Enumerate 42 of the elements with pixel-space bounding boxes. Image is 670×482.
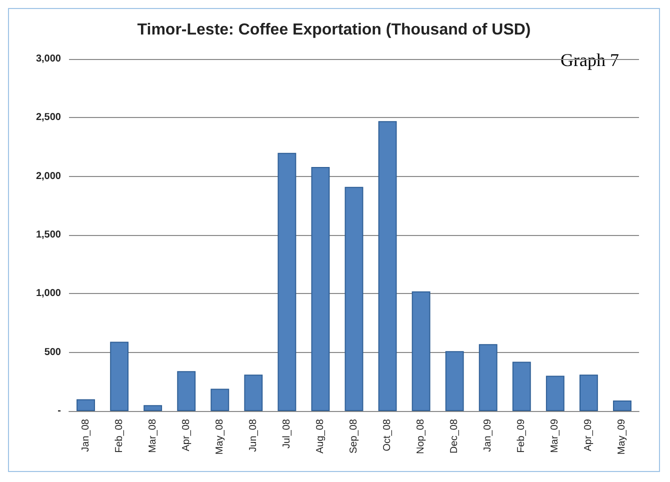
x-tick-label: Dec_08 (449, 418, 460, 454)
bar (244, 374, 263, 411)
bar (579, 374, 598, 411)
bar (144, 405, 162, 411)
x-tick-label: Apr_08 (180, 418, 192, 452)
y-tick-label: 3,000 (36, 54, 62, 64)
y-tick-label: 2,000 (36, 170, 62, 182)
x-tick-label: Jan_08 (80, 418, 92, 452)
bar (445, 351, 464, 411)
y-tick-label: 2,500 (36, 112, 62, 124)
x-tick-label: Nop_08 (416, 418, 427, 454)
chart-title: Timor-Leste: Coffee Exportation (Thousand of USD) (137, 22, 531, 38)
y-tick-label: 500 (44, 346, 62, 358)
bar (546, 376, 564, 411)
x-tick-label: Feb_09 (516, 418, 528, 453)
bar (177, 371, 196, 411)
bar (378, 121, 397, 411)
bar (76, 399, 95, 411)
x-tick-label: Jul_08 (281, 418, 292, 448)
bar (512, 362, 531, 411)
bar (344, 186, 364, 411)
x-tick-label: Oct_08 (382, 418, 394, 452)
x-tick-label: Aug_08 (314, 418, 326, 454)
x-tick-label: Jun_08 (248, 418, 259, 452)
x-tick-label: Feb_08 (114, 418, 125, 453)
bar (110, 342, 129, 411)
bar (278, 152, 296, 411)
bar (210, 388, 230, 411)
bar (311, 166, 330, 411)
bar (613, 400, 632, 411)
x-tick-label: Sep_08 (348, 418, 360, 454)
y-tick-label: - (58, 406, 61, 416)
y-tick-label: 1,000 (36, 288, 62, 300)
y-tick-label: 1,500 (36, 230, 62, 240)
bar (412, 291, 430, 411)
x-tick-label: May_08 (214, 418, 226, 455)
x-tick-label: Mar_09 (550, 418, 561, 453)
x-tick-label: Apr_09 (583, 418, 594, 452)
x-tick-label: May_09 (616, 418, 628, 455)
x-tick-label: Jan_09 (482, 418, 494, 452)
bar (478, 344, 498, 411)
x-tick-label: Mar_08 (147, 418, 158, 453)
